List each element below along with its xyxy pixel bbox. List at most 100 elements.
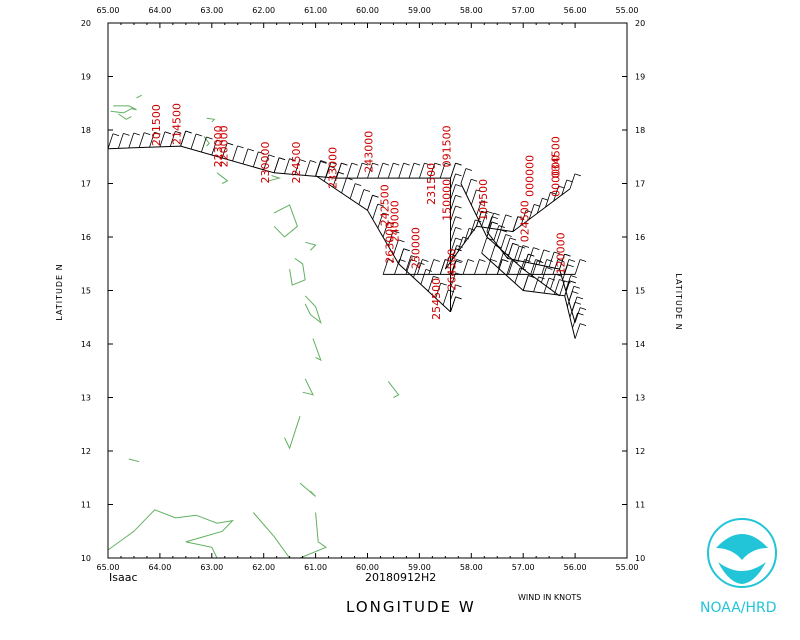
wind-barb-flag [455, 216, 462, 220]
wind-barb [569, 302, 576, 318]
y-tick-label-left: 12 [81, 447, 91, 456]
wind-barb-flag [123, 132, 130, 136]
y-tick-label-right: 18 [635, 126, 645, 135]
time-label: 263000 [384, 222, 397, 264]
time-label: 233000 [326, 147, 339, 189]
wind-barb [552, 259, 559, 275]
wind-barb-flag [557, 259, 564, 262]
wind-barb [387, 230, 394, 247]
wind-barb-flag [579, 323, 587, 327]
x-tick-label-top: 58.00 [460, 6, 483, 15]
wind-barb-flag [154, 131, 161, 135]
wind-barb-flag [577, 312, 584, 316]
y-tick-label-left: 20 [81, 19, 91, 28]
wind-barb [561, 179, 568, 196]
wind-barb-flag [206, 136, 213, 140]
wind-barb-flag [351, 162, 358, 166]
x-tick-label-top: 57.00 [512, 6, 535, 15]
wind-barb [562, 264, 569, 280]
x-tick-label-bottom: 64.00 [148, 563, 171, 572]
wind-barb [545, 192, 551, 208]
plot-frame [107, 22, 628, 559]
wind-barb [451, 245, 457, 261]
wind-barb-flag [490, 259, 497, 262]
wind-barb [457, 236, 464, 253]
time-label: 223000 [212, 125, 225, 167]
wind-barb-flag [398, 239, 405, 243]
axis-ticks: 65.00 65.00 64.00 64.00 63.00 63.00 62.00 62.00… [81, 6, 645, 572]
x-tick-label-top: 65.00 [97, 6, 120, 15]
wind-barb-flag [399, 259, 406, 262]
time-label: 120000 [555, 232, 568, 274]
wind-barb [543, 278, 550, 294]
wind-barb-flag [310, 160, 317, 163]
wind-barb-flag [133, 132, 140, 136]
wind-barb [450, 173, 456, 189]
wind-barb [377, 163, 384, 179]
wind-barb-flag [548, 277, 556, 281]
wind-barb-flag [195, 133, 203, 137]
wind-barb-flag [393, 230, 400, 234]
wind-barb-flag [403, 162, 410, 166]
wind-barb [500, 234, 507, 250]
wind-barb [496, 259, 503, 275]
x-tick-label-top: 56.00 [564, 6, 587, 15]
wind-barb [252, 151, 259, 167]
y-tick-label-left: 13 [81, 394, 91, 403]
wind-barb [469, 219, 476, 235]
time-label: 240000 [389, 200, 402, 242]
wind-barb-flag [534, 204, 541, 207]
wind-barb-flag [455, 173, 462, 177]
wind-barb-flag [433, 259, 440, 262]
wind-barb-flag [522, 245, 530, 248]
wind-barb [522, 253, 529, 270]
wind-barb [476, 211, 482, 227]
wind-barb-flag [533, 247, 540, 251]
wind-barb-flag [329, 165, 336, 169]
time-label: 150000 [441, 179, 454, 221]
wind-barb-flag [509, 237, 517, 241]
island-coastline [284, 416, 301, 450]
wind-barb [159, 131, 166, 147]
x-tick-label-top: 61.00 [304, 6, 327, 15]
wind-barb-flag [424, 162, 431, 166]
wind-barb-flag [434, 162, 441, 166]
wind-barb [553, 185, 559, 202]
wind-barb-flag [503, 252, 510, 256]
x-tick-label-bottom: 55.00 [616, 563, 639, 572]
wind-barb [382, 221, 389, 238]
wind-barb-flag [363, 189, 370, 192]
wind-barb [416, 259, 423, 275]
wind-barb [470, 189, 477, 206]
wind-barb-flag [175, 131, 182, 134]
wind-barb [553, 279, 560, 295]
wind-barb [367, 163, 373, 179]
wind-barb-flag [579, 307, 587, 310]
wind-barb-flag [268, 154, 275, 158]
wind-barb-flag [185, 130, 192, 134]
wind-barb [564, 280, 571, 296]
wind-barb [500, 214, 507, 230]
wind-barb-flag [382, 162, 390, 166]
wind-barb-flag [559, 279, 566, 282]
x-tick-label-top: 64.00 [148, 6, 171, 15]
y-tick-label-right: 17 [635, 180, 645, 189]
wind-barb [149, 132, 155, 148]
wind-barb [465, 179, 472, 195]
wind-barb [232, 145, 238, 162]
wind-barb [138, 132, 145, 148]
wind-barb-flag [511, 260, 518, 263]
island-coastline [206, 117, 216, 123]
wind-barb-flag [538, 276, 545, 280]
flight-track [107, 145, 451, 179]
wind-barb [476, 200, 482, 216]
x-axis-title: LONGITUDE W [346, 598, 476, 616]
time-label: 201500 [150, 104, 163, 146]
wind-barb-flag [512, 243, 519, 246]
flight-track [444, 188, 571, 270]
wind-barb [504, 237, 511, 254]
y-tick-label-right: 20 [635, 19, 645, 28]
wind-barb [450, 260, 456, 276]
wind-barb-flag [455, 284, 462, 288]
wind-barb-flag [258, 151, 265, 155]
